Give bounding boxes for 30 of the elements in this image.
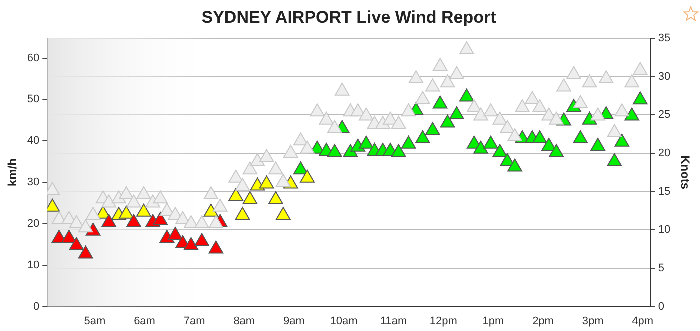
y-tick-label: 20 (27, 218, 40, 230)
y-tick-label: 60 (27, 52, 40, 64)
y2-tick-label: 0 (658, 300, 664, 313)
x-tick-label: 6am (134, 315, 156, 328)
chart-title: SYDNEY AIRPORT Live Wind Report (202, 8, 497, 27)
x-tick-label: 3pm (582, 315, 604, 328)
x-tick-label: 7am (184, 315, 206, 328)
x-tick-label: 12pm (430, 315, 458, 328)
x-tick-label: 9am (284, 315, 305, 328)
y-tick-label: 50 (27, 94, 40, 106)
y2-tick-label: 10 (658, 224, 671, 236)
x-tick-label: 11am (380, 315, 408, 328)
x-tick-label: 2pm (532, 315, 554, 328)
y-tick-label: 10 (27, 259, 40, 272)
y-tick-label: 0 (34, 300, 40, 313)
y2-tick-label: 25 (658, 109, 671, 122)
y-tick-label: 30 (27, 176, 40, 189)
x-tick-label: 5am (84, 315, 106, 328)
x-tick-label: 4pm (632, 315, 654, 328)
y-tick-label: 40 (27, 135, 40, 148)
y2-tick-label: 30 (658, 70, 671, 83)
x-tick-label: 1pm (482, 315, 504, 328)
x-tick-label: 8am (234, 315, 256, 328)
y2-tick-label: 5 (658, 262, 664, 274)
y2-tick-label: 15 (658, 186, 671, 198)
y2-tick-label: 35 (658, 32, 671, 44)
y-axis-title: km/h (6, 158, 20, 187)
x-tick-label: 10am (330, 315, 358, 328)
y2-axis-title: Knots (678, 156, 692, 190)
y2-tick-label: 20 (658, 147, 671, 160)
